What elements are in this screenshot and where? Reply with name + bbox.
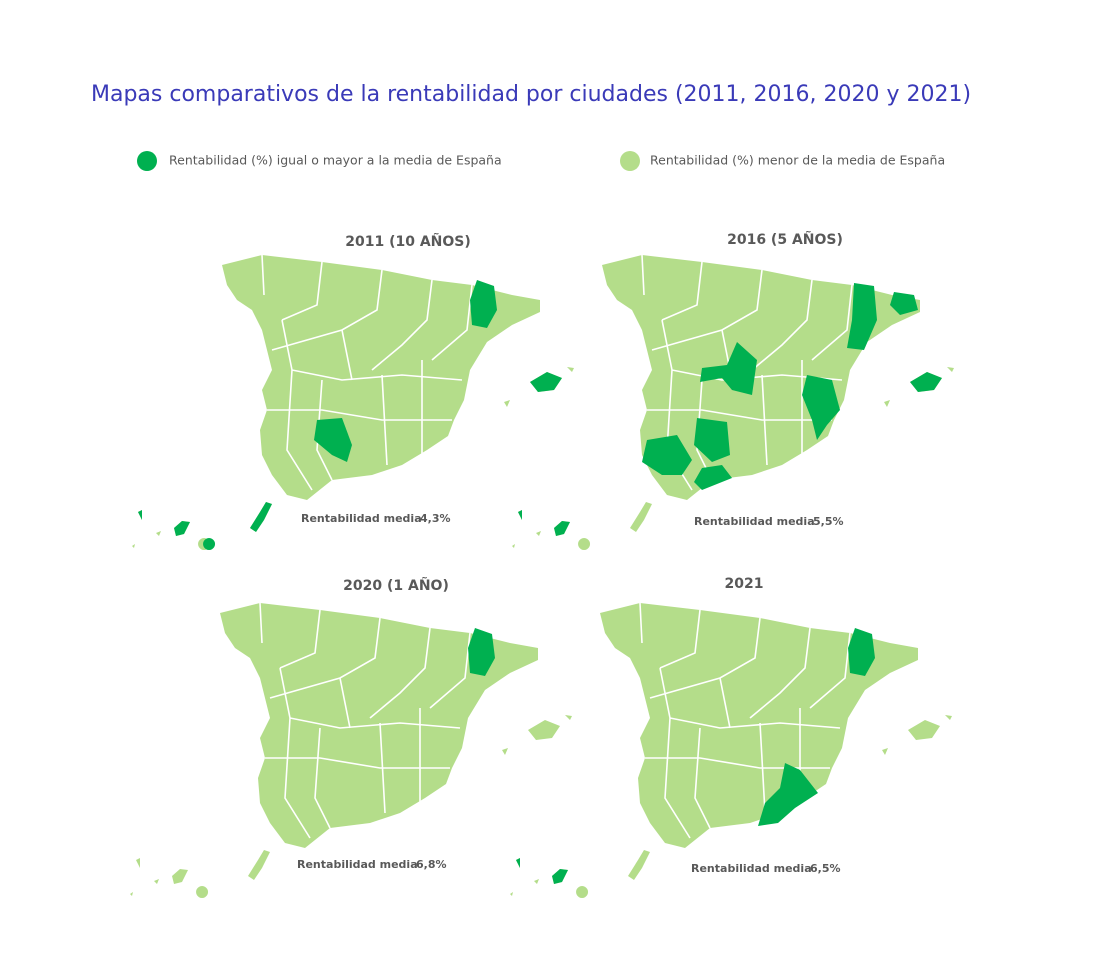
map bbox=[131, 254, 575, 551]
page-title: Mapas comparativos de la rentabilidad po… bbox=[91, 82, 971, 107]
map-title: 2020 (1 AÑO) bbox=[343, 577, 449, 594]
map bbox=[511, 254, 955, 551]
legend-swatch bbox=[137, 151, 157, 171]
legend-swatch bbox=[620, 151, 640, 171]
map bbox=[509, 602, 953, 899]
map-label: Rentabilidad media bbox=[691, 862, 812, 875]
map-title: 2016 (5 AÑOS) bbox=[727, 231, 843, 248]
legend-label: Rentabilidad (%) menor de la media de Es… bbox=[650, 153, 945, 168]
legend-label: Rentabilidad (%) igual o mayor a la medi… bbox=[169, 153, 502, 168]
map-value: 5,5% bbox=[813, 515, 844, 528]
map-label: Rentabilidad media bbox=[301, 512, 422, 525]
map bbox=[129, 602, 573, 899]
map-label: Rentabilidad media bbox=[694, 515, 815, 528]
map-title: 2021 bbox=[725, 576, 764, 592]
map-value: 6,8% bbox=[416, 858, 447, 871]
map-title: 2011 (10 AÑOS) bbox=[345, 233, 471, 250]
map-value: 6,5% bbox=[810, 862, 841, 875]
map-value: 4,3% bbox=[420, 512, 451, 525]
map-label: Rentabilidad media bbox=[297, 858, 418, 871]
